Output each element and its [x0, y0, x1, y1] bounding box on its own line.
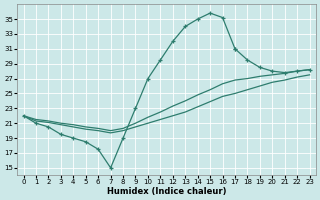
X-axis label: Humidex (Indice chaleur): Humidex (Indice chaleur)	[107, 187, 226, 196]
